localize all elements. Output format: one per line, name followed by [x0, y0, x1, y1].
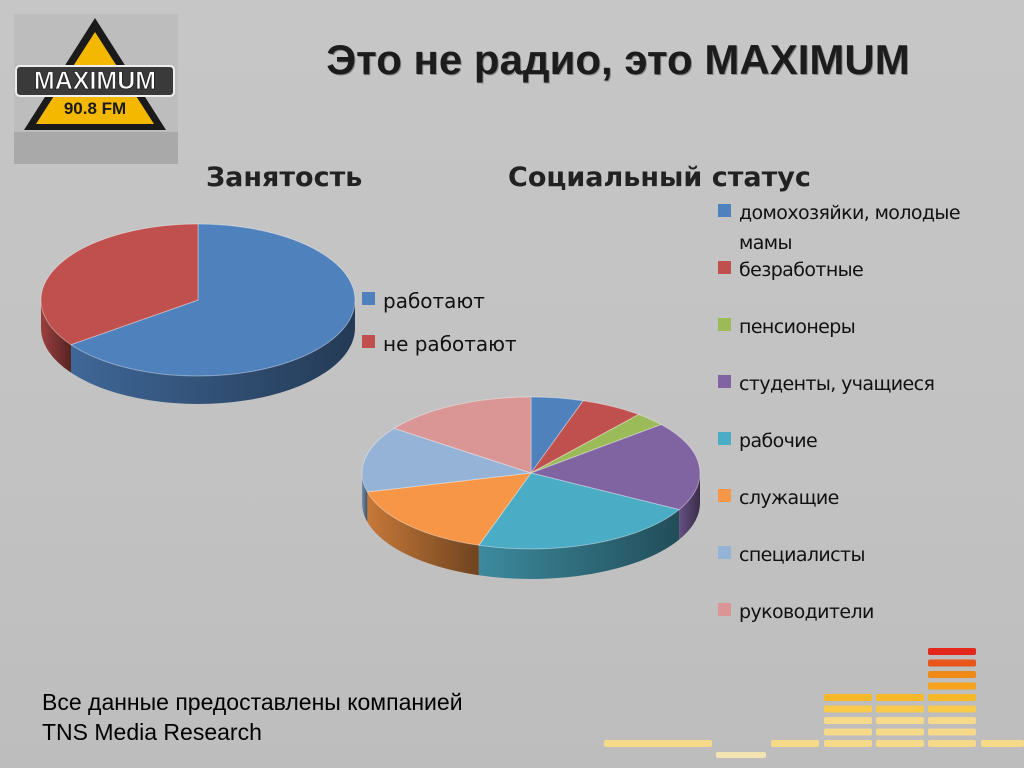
legend-label-line: домохозяйки, молодые — [739, 202, 961, 224]
legend-label-line: безработные — [739, 259, 864, 281]
legend-item: студенты, учащиеся — [718, 369, 935, 399]
legend-swatch — [718, 432, 731, 445]
equalizer-bar — [824, 694, 872, 701]
pie-slice-1 — [69, 223, 356, 377]
employment-chart-title: Занятость — [206, 162, 363, 193]
pie-slice-1 — [530, 396, 585, 475]
equalizer-bar — [928, 648, 976, 655]
source-note-line-1: Все данные предоставлены компанией — [42, 689, 463, 715]
legend-label: специалисты — [739, 540, 865, 570]
legend-label: не работают — [383, 332, 517, 356]
equalizer-bar — [876, 740, 924, 747]
pie-slice-2 — [530, 400, 640, 474]
legend-item: безработные — [718, 255, 864, 285]
logo-word: MAXIMUM — [34, 67, 156, 95]
pie-slice-5 — [477, 472, 681, 550]
social-status-chart-title: Социальный статус — [508, 162, 811, 193]
legend-label-line: мамы — [739, 232, 793, 254]
legend-label: пенсионеры — [739, 312, 856, 342]
pie-slice-side — [367, 491, 479, 576]
pie-slice-side — [679, 473, 700, 540]
logo-frequency: 90.8 FM — [64, 99, 126, 118]
equalizer-bar — [604, 740, 712, 747]
pie-slice-7 — [361, 427, 532, 493]
pie-slice-4 — [529, 424, 701, 511]
equalizer-bar — [876, 694, 924, 701]
legend-label: домохозяйки, молодые мамы — [739, 198, 961, 258]
page-title: Это не радио, это MAXIMUM — [326, 36, 910, 83]
legend-swatch — [718, 318, 731, 331]
legend-item: рабочие — [718, 426, 818, 456]
equalizer-bar — [928, 728, 976, 736]
source-note-line-2: TNS Media Research — [42, 719, 262, 745]
legend-label: служащие — [739, 483, 839, 513]
legend-label-line: рабочие — [739, 430, 818, 452]
legend-swatch — [362, 292, 375, 305]
equalizer-bar — [928, 659, 976, 667]
equalizer-bar — [824, 717, 872, 724]
pie-slice-6 — [366, 472, 533, 546]
legend-item: не работают — [362, 329, 517, 359]
equalizer-bar — [824, 728, 872, 736]
legend-label: руководители — [739, 597, 874, 627]
equalizer-decoration — [596, 648, 1024, 768]
legend-label-line: студенты, учащиеся — [739, 373, 935, 395]
equalizer-bar — [928, 694, 976, 701]
legend-swatch — [718, 261, 731, 274]
legend-item: специалисты — [718, 540, 865, 570]
pie-slice-side — [41, 300, 71, 373]
legend-label-line: служащие — [739, 487, 839, 509]
legend-label: безработные — [739, 255, 864, 285]
legend-swatch — [718, 603, 731, 616]
pie-slice-side — [362, 473, 368, 522]
legend-label-line: специалисты — [739, 544, 865, 566]
legend-item: работают — [362, 286, 485, 316]
equalizer-bar — [928, 717, 976, 724]
pie-slice-side — [478, 509, 680, 579]
legend-label-line: руководители — [739, 601, 874, 623]
legend-item: руководители — [718, 597, 874, 627]
maximum-logo: MAXIMUM 90.8 FM — [14, 14, 178, 164]
equalizer-bar — [928, 740, 976, 747]
legend-label-line: пенсионеры — [739, 316, 856, 338]
pie-slice-3 — [530, 413, 663, 474]
legend-item: служащие — [718, 483, 839, 513]
equalizer-bar — [824, 705, 872, 713]
legend-swatch — [718, 375, 731, 388]
pie-slice-side — [70, 300, 356, 404]
equalizer-bar — [876, 717, 924, 724]
legend-swatch — [718, 489, 731, 502]
legend-item: домохозяйки, молодые мамы — [718, 198, 961, 258]
source-note: Все данные предоставлены компанией TNS M… — [42, 687, 463, 747]
legend-label: работают — [383, 289, 485, 313]
legend-swatch — [362, 335, 375, 348]
equalizer-bar — [928, 682, 976, 690]
equalizer-bar — [981, 740, 1024, 747]
legend-swatch — [718, 546, 731, 559]
legend-label: студенты, учащиеся — [739, 369, 935, 399]
equalizer-bar — [876, 705, 924, 713]
equalizer-bar — [876, 728, 924, 736]
equalizer-bar — [716, 752, 766, 758]
equalizer-bar — [771, 740, 819, 747]
equalizer-bar — [928, 671, 976, 678]
legend-item: пенсионеры — [718, 312, 856, 342]
legend-swatch — [718, 204, 731, 217]
legend-label: рабочие — [739, 426, 818, 456]
equalizer-bar — [928, 705, 976, 713]
equalizer-bar — [824, 740, 872, 747]
pie-slice-8 — [393, 396, 532, 474]
pie-slice-2 — [40, 223, 199, 346]
